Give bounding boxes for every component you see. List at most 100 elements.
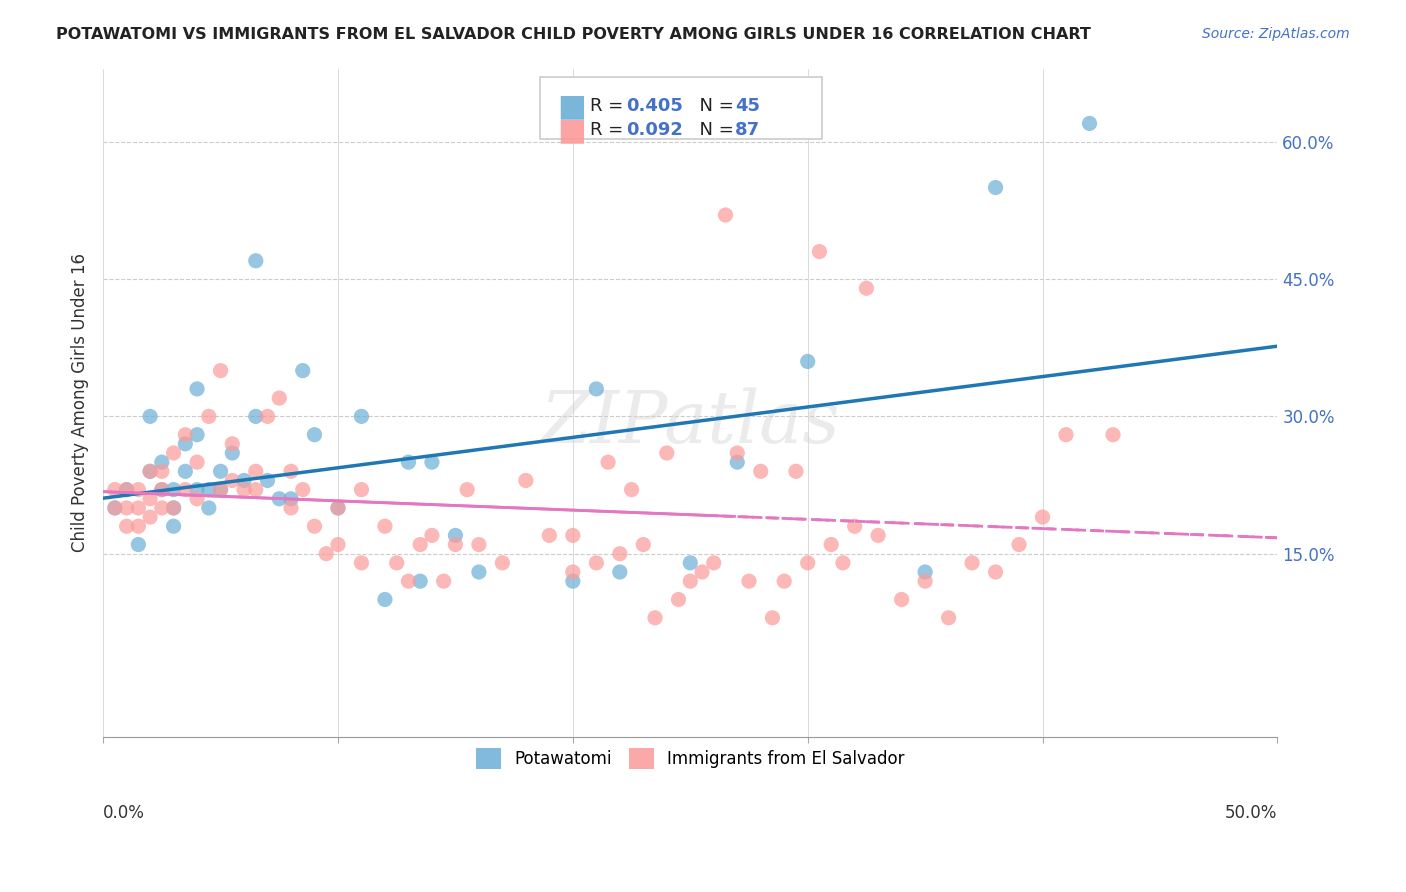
Text: ■: ■: [558, 117, 586, 145]
Immigrants from El Salvador: [374, 519, 396, 533]
Text: 0.092: 0.092: [626, 120, 682, 138]
Text: 87: 87: [735, 120, 761, 138]
Immigrants from El Salvador: [679, 574, 702, 589]
Immigrants from El Salvador: [115, 483, 138, 497]
Text: R =: R =: [591, 120, 630, 138]
Immigrants from El Salvador: [914, 574, 936, 589]
Immigrants from El Salvador: [585, 556, 607, 570]
Potawatomi: [245, 409, 267, 424]
Immigrants from El Salvador: [245, 464, 267, 478]
Text: 0.0%: 0.0%: [103, 804, 145, 822]
Immigrants from El Salvador: [420, 528, 443, 542]
Immigrants from El Salvador: [304, 519, 326, 533]
Immigrants from El Salvador: [104, 500, 127, 515]
Immigrants from El Salvador: [714, 208, 737, 222]
Text: 0.405: 0.405: [626, 96, 682, 114]
Potawatomi: [186, 427, 208, 442]
Immigrants from El Salvador: [139, 464, 162, 478]
Immigrants from El Salvador: [844, 519, 866, 533]
Immigrants from El Salvador: [561, 565, 583, 579]
Immigrants from El Salvador: [703, 556, 725, 570]
Text: POTAWATOMI VS IMMIGRANTS FROM EL SALVADOR CHILD POVERTY AMONG GIRLS UNDER 16 COR: POTAWATOMI VS IMMIGRANTS FROM EL SALVADO…: [56, 27, 1091, 42]
Immigrants from El Salvador: [150, 483, 173, 497]
Immigrants from El Salvador: [315, 547, 337, 561]
Immigrants from El Salvador: [960, 556, 983, 570]
Immigrants from El Salvador: [1031, 510, 1053, 524]
Potawatomi: [1078, 116, 1101, 130]
Immigrants from El Salvador: [162, 500, 184, 515]
Immigrants from El Salvador: [127, 483, 149, 497]
Potawatomi: [150, 483, 173, 497]
Immigrants from El Salvador: [269, 391, 291, 405]
Legend: Potawatomi, Immigrants from El Salvador: Potawatomi, Immigrants from El Salvador: [470, 741, 911, 775]
Immigrants from El Salvador: [209, 363, 232, 377]
Immigrants from El Salvador: [561, 528, 583, 542]
Y-axis label: Child Poverty Among Girls Under 16: Child Poverty Among Girls Under 16: [72, 253, 89, 552]
Immigrants from El Salvador: [609, 547, 631, 561]
Immigrants from El Salvador: [633, 537, 655, 551]
Immigrants from El Salvador: [139, 510, 162, 524]
Potawatomi: [139, 409, 162, 424]
Potawatomi: [221, 446, 243, 460]
Immigrants from El Salvador: [127, 519, 149, 533]
Immigrants from El Salvador: [326, 537, 349, 551]
Immigrants from El Salvador: [221, 437, 243, 451]
Immigrants from El Salvador: [115, 519, 138, 533]
Immigrants from El Salvador: [644, 611, 666, 625]
Potawatomi: [280, 491, 302, 506]
Immigrants from El Salvador: [396, 574, 419, 589]
Potawatomi: [291, 363, 314, 377]
Potawatomi: [174, 464, 197, 478]
Immigrants from El Salvador: [233, 483, 256, 497]
Text: ZIPatlas: ZIPatlas: [540, 387, 839, 458]
Immigrants from El Salvador: [620, 483, 643, 497]
Potawatomi: [104, 500, 127, 515]
Immigrants from El Salvador: [808, 244, 831, 259]
Immigrants from El Salvador: [725, 446, 748, 460]
Potawatomi: [984, 180, 1007, 194]
Immigrants from El Salvador: [280, 464, 302, 478]
Immigrants from El Salvador: [938, 611, 960, 625]
Potawatomi: [396, 455, 419, 469]
Immigrants from El Salvador: [444, 537, 467, 551]
Text: R =: R =: [591, 96, 630, 114]
Potawatomi: [186, 382, 208, 396]
Potawatomi: [162, 483, 184, 497]
Immigrants from El Salvador: [796, 556, 818, 570]
Immigrants from El Salvador: [773, 574, 796, 589]
Potawatomi: [326, 500, 349, 515]
Immigrants from El Salvador: [280, 500, 302, 515]
Potawatomi: [115, 483, 138, 497]
Potawatomi: [150, 455, 173, 469]
Text: N =: N =: [688, 96, 740, 114]
Potawatomi: [304, 427, 326, 442]
Potawatomi: [350, 409, 373, 424]
Text: N =: N =: [688, 120, 740, 138]
Potawatomi: [444, 528, 467, 542]
Immigrants from El Salvador: [868, 528, 890, 542]
Immigrants from El Salvador: [456, 483, 478, 497]
Immigrants from El Salvador: [139, 491, 162, 506]
Potawatomi: [420, 455, 443, 469]
Potawatomi: [585, 382, 607, 396]
Immigrants from El Salvador: [984, 565, 1007, 579]
Potawatomi: [245, 253, 267, 268]
Potawatomi: [198, 500, 221, 515]
Potawatomi: [468, 565, 491, 579]
Immigrants from El Salvador: [221, 474, 243, 488]
Immigrants from El Salvador: [209, 483, 232, 497]
Text: ■: ■: [558, 92, 586, 121]
Immigrants from El Salvador: [174, 427, 197, 442]
Potawatomi: [198, 483, 221, 497]
Potawatomi: [609, 565, 631, 579]
Immigrants from El Salvador: [855, 281, 877, 295]
Immigrants from El Salvador: [409, 537, 432, 551]
Immigrants from El Salvador: [1102, 427, 1125, 442]
Immigrants from El Salvador: [749, 464, 772, 478]
Immigrants from El Salvador: [1054, 427, 1077, 442]
Immigrants from El Salvador: [1008, 537, 1031, 551]
Immigrants from El Salvador: [350, 556, 373, 570]
Immigrants from El Salvador: [326, 500, 349, 515]
Potawatomi: [186, 483, 208, 497]
Immigrants from El Salvador: [150, 500, 173, 515]
